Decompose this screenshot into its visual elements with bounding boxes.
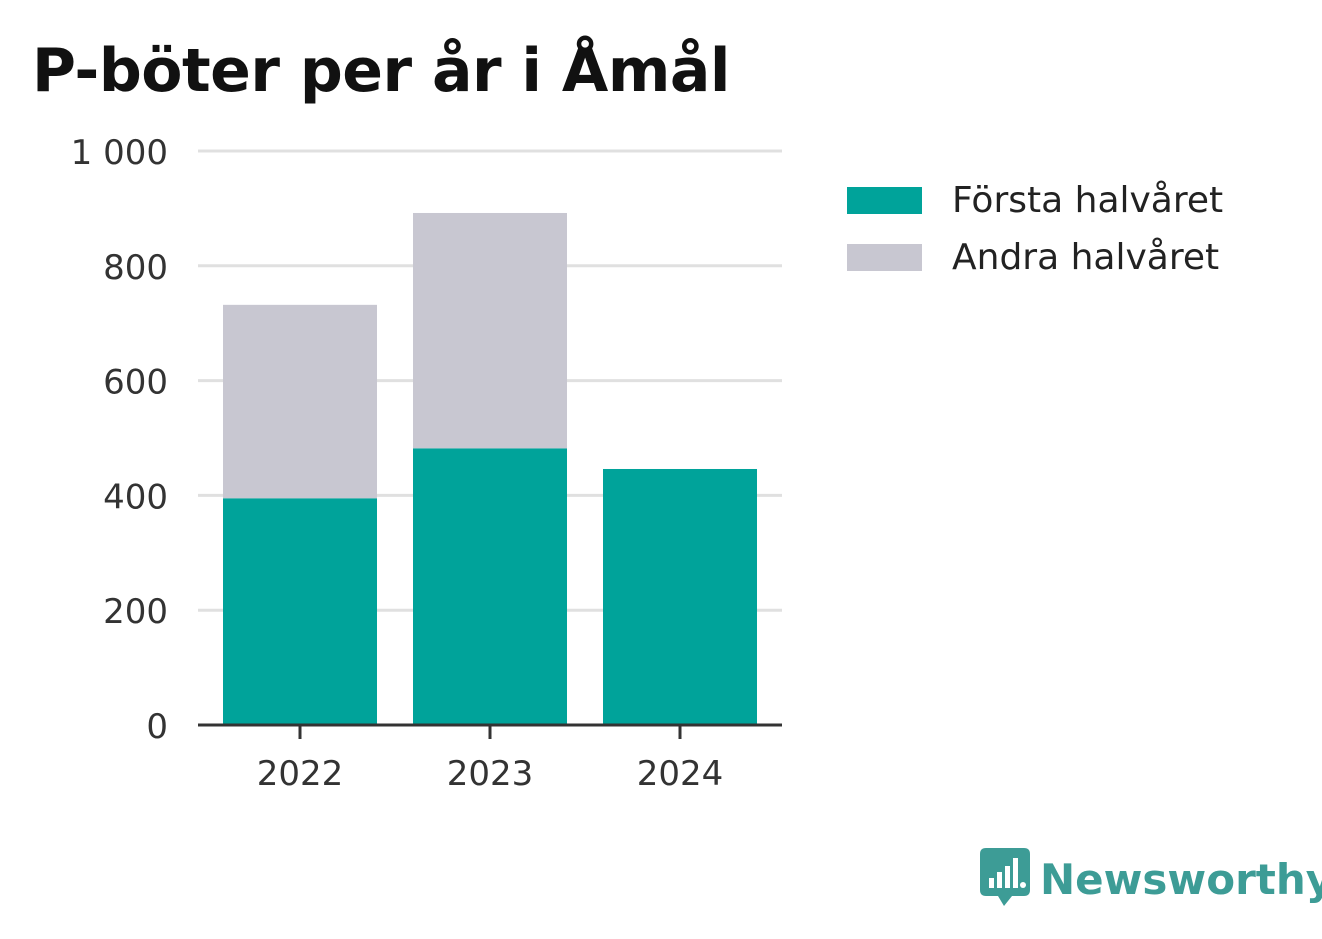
legend-label-second-half: Andra halvåret bbox=[952, 237, 1220, 278]
x-tick-label: 2024 bbox=[637, 754, 724, 794]
bar-2023-series-1 bbox=[413, 448, 567, 725]
y-tick-label: 800 bbox=[103, 248, 168, 288]
x-tick-label: 2023 bbox=[447, 754, 534, 794]
y-tick-label: 1 000 bbox=[71, 133, 168, 173]
chart-title: P-böter per år i Åmål bbox=[32, 36, 730, 106]
newsworthy-logo-icon bbox=[980, 848, 1030, 906]
bar-2024-series-1 bbox=[603, 468, 757, 725]
x-axis-ticks: 2022 2023 2024 bbox=[257, 725, 724, 794]
legend-swatch-first-half bbox=[847, 187, 922, 214]
brand-name: Newsworthy bbox=[1040, 854, 1322, 904]
legend: Första halvåret Andra halvåret bbox=[847, 172, 1223, 286]
bar-2023-series-2 bbox=[413, 212, 567, 449]
y-axis-tick-labels: 0 200 400 600 800 1 000 bbox=[71, 133, 168, 747]
bar-2022-series-1 bbox=[223, 498, 377, 725]
legend-swatch-second-half bbox=[847, 244, 922, 271]
y-tick-label: 0 bbox=[146, 707, 168, 747]
bar-2022-series-2 bbox=[223, 304, 377, 499]
y-tick-label: 200 bbox=[103, 592, 168, 632]
x-tick-label: 2022 bbox=[257, 754, 344, 794]
y-tick-label: 400 bbox=[103, 477, 168, 517]
legend-item-second-half: Andra halvåret bbox=[847, 229, 1223, 286]
y-tick-label: 600 bbox=[103, 363, 168, 403]
bars bbox=[223, 212, 757, 725]
newsworthy-logo: Newsworthy bbox=[980, 848, 1322, 910]
legend-item-first-half: Första halvåret bbox=[847, 172, 1223, 229]
legend-label-first-half: Första halvåret bbox=[952, 180, 1224, 221]
